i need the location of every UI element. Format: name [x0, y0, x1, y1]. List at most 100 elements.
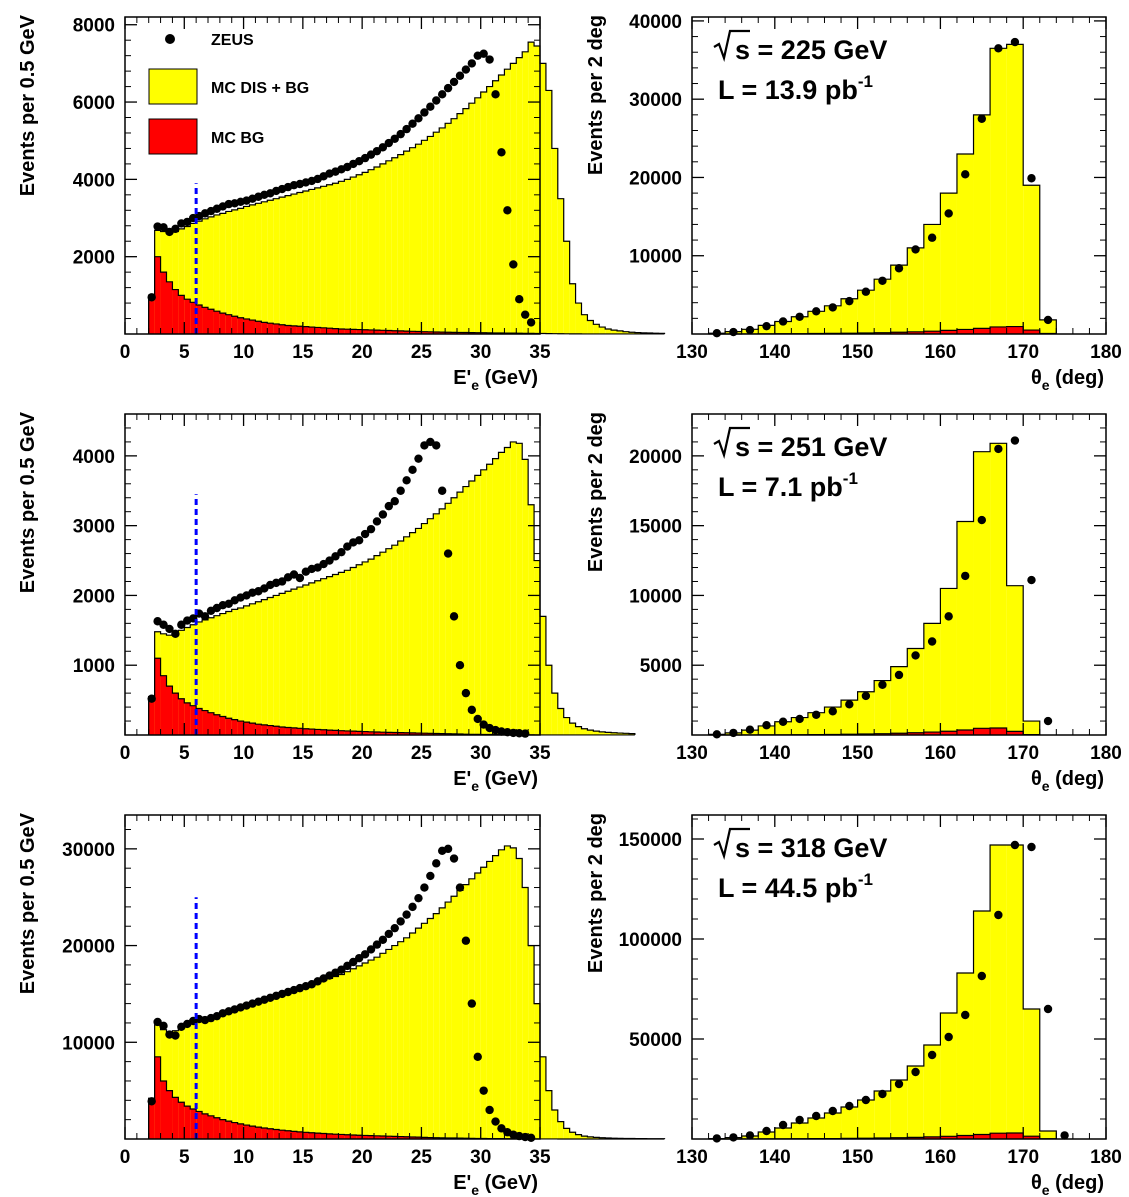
y-tick-label: 6000 — [73, 93, 115, 114]
legend-mc-bg-label: MC BG — [211, 130, 264, 147]
mc-total-series-bin — [391, 157, 398, 334]
zeus-data-point — [491, 90, 500, 99]
mc-total-series-bin — [534, 45, 540, 335]
zeus-data-point — [420, 883, 429, 892]
zeus-data-point — [455, 71, 465, 80]
mc-total-series-bin — [326, 184, 333, 334]
zeus-data-point — [927, 233, 937, 242]
mc-total-series-bin — [326, 978, 333, 1139]
mc-total-series-bin — [940, 588, 957, 735]
x-axis-label-unit: (GeV) — [479, 1172, 538, 1194]
mc-total-series-bin — [841, 298, 858, 334]
mc-bg-series-bin — [1023, 330, 1040, 334]
mc-total-series-bin — [516, 443, 523, 735]
sqrt-s-value: 225 GeV — [781, 35, 888, 65]
mc-total-series-bin — [344, 179, 351, 334]
zeus-data-point — [778, 317, 788, 326]
zeus-data-point — [812, 307, 821, 316]
mc-bg-series-bin — [923, 331, 941, 334]
mc-bg-series-bin — [1006, 326, 1024, 334]
mc-bg-series-bin — [379, 330, 386, 334]
mc-total-series-bin — [219, 613, 226, 735]
zeus-data-point — [520, 310, 530, 319]
zeus-data-point — [159, 1021, 168, 1031]
y-tick-label: 2000 — [73, 586, 115, 607]
mc-total-series-bin — [196, 221, 203, 334]
mc-bg-series-bin — [956, 729, 974, 735]
mc-total-series-bin — [890, 666, 908, 735]
luminosity-text: L = 7.1 pb-1 — [718, 469, 858, 502]
mc-bg-series-bin — [890, 332, 908, 334]
mc-total-series-bin — [379, 552, 386, 735]
mc-total-series-bin — [332, 574, 339, 735]
mc-bg-series-bin — [445, 332, 452, 334]
zeus-data-point — [961, 571, 970, 581]
mc-bg-series-bin — [285, 1130, 291, 1139]
mc-bg-series-bin — [439, 332, 446, 334]
mc-bg-series-bin — [231, 316, 238, 334]
mc-bg-series-bin — [273, 1129, 280, 1139]
y-tick-label: 20000 — [62, 937, 115, 958]
mc-total-series-outline — [148, 441, 636, 735]
mc-bg-series-bin — [990, 728, 1007, 735]
zeus-data-point — [384, 929, 394, 939]
zeus-data-point — [1060, 1131, 1069, 1140]
y-tick-label: 3000 — [73, 517, 115, 538]
mc-total-series-bin — [457, 492, 463, 735]
mc-bg-series-bin — [385, 732, 392, 735]
mc-total-series-outline — [707, 442, 1041, 735]
y-tick-label: 8000 — [73, 16, 115, 37]
y-axis-label: Events per 0.5 GeV — [17, 14, 39, 196]
mc-total-series-bin — [468, 103, 475, 335]
mc-total-series-bin — [332, 976, 339, 1139]
mc-total-series-bin — [296, 587, 303, 735]
mc-total-series-bin — [403, 937, 410, 1139]
mc-total-series-bin — [249, 603, 256, 735]
plot-frame — [124, 413, 541, 736]
mc-total-series-bin — [178, 228, 185, 334]
mc-total-series-bin — [338, 572, 345, 735]
mc-bg-series-bin — [973, 1134, 991, 1139]
mc-total-series-bin — [510, 847, 517, 1139]
mc-bg-series-bin — [362, 731, 369, 735]
mc-bg-series-bin — [1006, 731, 1024, 735]
mc-total-series-bin — [231, 609, 238, 735]
mc-bg-series-bin — [190, 302, 197, 334]
sqrt-s-text: s = 318 GeV — [735, 833, 887, 863]
mc-total-series-bin — [237, 208, 244, 334]
mc-bg-series-bin — [356, 731, 363, 735]
zeus-data-point — [396, 486, 405, 495]
mc-total-series-bin — [1039, 319, 1057, 334]
mc-bg-series-bin — [350, 329, 357, 334]
y-tick-label: 2000 — [73, 248, 115, 269]
mc-total-series-bin — [397, 541, 404, 735]
mc-total-series-bin — [379, 163, 386, 334]
luminosity-exponent: -1 — [858, 72, 873, 91]
x-tick-label: 140 — [759, 1147, 791, 1168]
zeus-data-point — [845, 700, 854, 709]
mc-total-series-bin — [774, 721, 792, 735]
sqrt-symbol — [713, 827, 750, 860]
x-tick-label: 160 — [925, 1147, 957, 1168]
mc-bg-series-bin — [202, 710, 208, 735]
x-axis-label-unit: (deg) — [1050, 768, 1104, 790]
y-tick-label: 15000 — [629, 517, 682, 538]
mc-bg-series-bin — [225, 1121, 232, 1139]
zeus-data-point — [372, 146, 382, 156]
zeus-data-point — [378, 143, 388, 152]
zeus-data-point — [372, 940, 382, 949]
y-axis-label: Events per 2 deg — [585, 813, 607, 973]
mc-bg-series-bin — [368, 731, 374, 735]
mc-total-series-bin — [468, 878, 475, 1139]
mc-total-series-bin — [575, 303, 582, 334]
mc-total-series-bin — [569, 283, 576, 334]
mc-total-series-bin — [362, 561, 369, 735]
mc-bg-series-bin — [219, 1119, 226, 1139]
y-tick-label: 30000 — [62, 840, 115, 861]
mc-total-series-bin — [415, 928, 422, 1139]
mc-total-series-bin — [1006, 845, 1024, 1139]
mc-bg-series-bin — [344, 730, 351, 735]
mc-bg-series-bin — [302, 326, 309, 334]
mc-total-series-bin — [492, 80, 499, 334]
mc-bg-series-bin — [415, 1137, 422, 1139]
